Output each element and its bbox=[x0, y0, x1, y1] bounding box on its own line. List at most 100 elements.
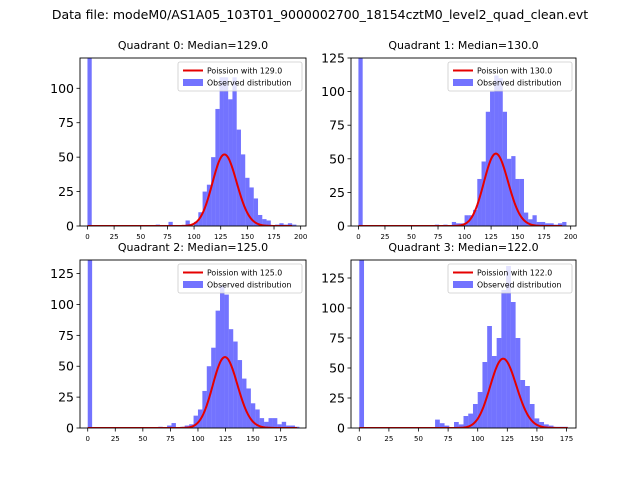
legend-observed-label: Observed distribution bbox=[207, 79, 291, 88]
histogram-bar bbox=[211, 157, 216, 226]
histogram-bar bbox=[557, 223, 563, 226]
histogram-bar bbox=[272, 418, 278, 428]
histogram-bar bbox=[167, 425, 172, 428]
histogram-bar bbox=[87, 58, 92, 226]
histogram-bar bbox=[496, 338, 502, 428]
y-tick-label: 25 bbox=[329, 391, 345, 406]
histogram-bar bbox=[515, 178, 520, 226]
x-tick-label: 100 bbox=[187, 233, 200, 241]
x-tick-label: 0 bbox=[85, 233, 89, 241]
legend-poisson-label: Poission with 125.0 bbox=[207, 269, 282, 278]
histogram-bar bbox=[246, 388, 251, 428]
histogram-bar bbox=[523, 212, 529, 226]
histogram-bar bbox=[253, 198, 259, 226]
x-tick-label: 200 bbox=[294, 233, 307, 241]
histogram-bar bbox=[171, 423, 176, 428]
legend-observed-swatch bbox=[183, 281, 203, 288]
histogram-bar bbox=[279, 223, 284, 226]
quadrant-1-frame bbox=[350, 57, 577, 227]
y-tick-label: 125 bbox=[321, 51, 345, 66]
y-tick-label: 50 bbox=[58, 150, 74, 165]
x-tick-label: 175 bbox=[560, 435, 573, 443]
y-tick-label: 50 bbox=[58, 359, 74, 374]
y-tick-label: 0 bbox=[66, 421, 74, 436]
histogram-bar bbox=[525, 386, 530, 428]
histogram-bar bbox=[198, 212, 203, 226]
histogram-bar bbox=[294, 426, 300, 428]
quadrant-2-legend: Poission with 125.0 Observed distribution bbox=[177, 263, 303, 294]
y-tick-label: 0 bbox=[337, 219, 345, 234]
x-tick-label: 50 bbox=[138, 435, 147, 443]
histogram-bar bbox=[549, 223, 554, 226]
x-tick-label: 150 bbox=[241, 233, 254, 241]
histogram-bar bbox=[259, 418, 265, 428]
quadrant-3-frame bbox=[350, 259, 577, 429]
x-tick-label: 75 bbox=[434, 233, 443, 241]
histogram-bar bbox=[233, 341, 238, 428]
histogram-bar bbox=[249, 187, 254, 226]
y-tick-label: 0 bbox=[337, 421, 345, 436]
legend-observed-swatch bbox=[453, 79, 473, 86]
histogram-bar bbox=[532, 215, 537, 226]
legend-observed-swatch bbox=[183, 79, 203, 86]
histogram-bar bbox=[262, 219, 267, 226]
histogram-bar bbox=[232, 77, 237, 226]
y-tick-label: 125 bbox=[50, 266, 74, 281]
y-tick-label: 75 bbox=[329, 331, 345, 346]
histogram-bar bbox=[540, 221, 546, 226]
legend-observed-label: Observed distribution bbox=[477, 281, 561, 290]
x-tick-label: 25 bbox=[381, 233, 390, 241]
y-tick-label: 25 bbox=[58, 184, 74, 199]
histogram-bar bbox=[220, 285, 225, 428]
histogram-bar bbox=[562, 221, 567, 226]
x-tick-label: 0 bbox=[356, 233, 360, 241]
histogram-bar bbox=[435, 419, 440, 428]
x-tick-label: 100 bbox=[458, 233, 471, 241]
histogram-bar bbox=[228, 329, 234, 428]
histogram-bar bbox=[544, 424, 549, 428]
y-tick-label: 50 bbox=[329, 361, 345, 376]
x-tick-label: 75 bbox=[166, 435, 175, 443]
legend-poisson-label: Poission with 122.0 bbox=[477, 269, 552, 278]
x-tick-label: 25 bbox=[111, 435, 120, 443]
histogram-bar bbox=[439, 423, 445, 428]
histogram-bar bbox=[548, 425, 554, 428]
x-tick-label: 125 bbox=[501, 435, 514, 443]
histogram-bar bbox=[511, 156, 516, 226]
x-tick-label: 125 bbox=[214, 233, 227, 241]
legend-poisson-label: Poission with 129.0 bbox=[207, 67, 282, 76]
x-tick-label: 75 bbox=[163, 233, 172, 241]
histogram-bar bbox=[482, 362, 488, 428]
x-tick-label: 150 bbox=[530, 435, 543, 443]
histogram-bar bbox=[534, 418, 540, 428]
quadrant-0-legend: Poission with 129.0 Observed distribution bbox=[177, 61, 303, 92]
histogram-bar bbox=[463, 416, 469, 428]
figure-suptitle: Data file: modeM0/AS1A05_103T01_90000027… bbox=[51, 7, 589, 22]
histogram-bar bbox=[258, 214, 263, 226]
histogram-bar bbox=[206, 184, 212, 226]
x-tick-label: 175 bbox=[537, 233, 550, 241]
x-tick-label: 0 bbox=[85, 435, 89, 443]
x-tick-label: 25 bbox=[110, 233, 119, 241]
histogram-bar bbox=[473, 209, 478, 226]
quadrant-0-title: Quadrant 0: Median=129.0 bbox=[118, 39, 268, 52]
histogram-bar bbox=[286, 425, 291, 428]
x-tick-label: 175 bbox=[267, 233, 280, 241]
histogram-bar bbox=[477, 178, 482, 226]
poisson-curve bbox=[87, 153, 293, 226]
histogram-bar bbox=[494, 75, 499, 226]
quadrant-0-frame bbox=[79, 57, 307, 227]
histogram-bar bbox=[539, 422, 545, 428]
legend-observed-label: Observed distribution bbox=[207, 281, 291, 290]
histogram-bar bbox=[358, 58, 363, 226]
histogram-bar bbox=[223, 77, 229, 226]
legend-poisson-label: Poission with 130.0 bbox=[477, 67, 552, 76]
poisson-curve bbox=[87, 356, 298, 428]
y-tick-label: 100 bbox=[321, 301, 345, 316]
histogram-bar bbox=[464, 215, 469, 226]
histogram-bar bbox=[510, 302, 516, 428]
quadrant-1-title: Quadrant 1: Median=130.0 bbox=[388, 39, 538, 52]
histogram-bar bbox=[477, 392, 483, 428]
histogram-bar bbox=[444, 425, 450, 428]
